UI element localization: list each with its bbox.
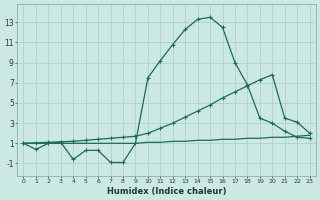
X-axis label: Humidex (Indice chaleur): Humidex (Indice chaleur) (107, 187, 226, 196)
